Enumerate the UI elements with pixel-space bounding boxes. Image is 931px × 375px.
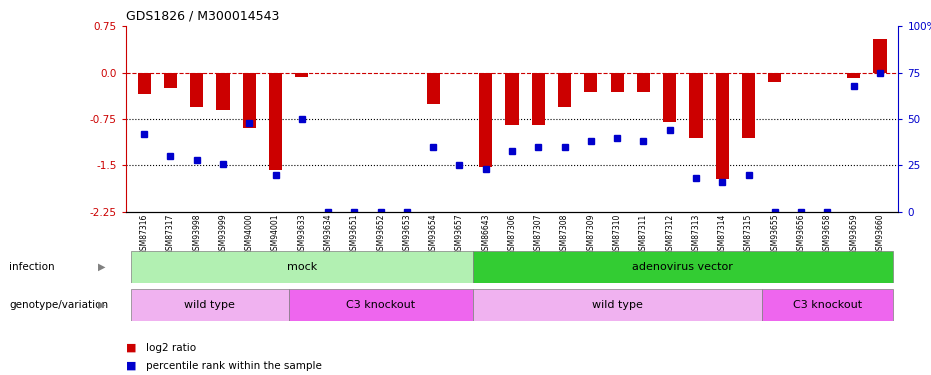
Bar — [506, 73, 519, 125]
Bar — [131, 289, 289, 321]
Bar — [558, 73, 572, 106]
Text: percentile rank within the sample: percentile rank within the sample — [146, 361, 322, 370]
Text: infection: infection — [9, 262, 55, 272]
Bar — [742, 73, 755, 138]
Bar — [637, 73, 650, 93]
Text: C3 knockout: C3 knockout — [346, 300, 415, 310]
Bar — [269, 73, 282, 170]
Bar — [131, 251, 473, 283]
Text: GDS1826 / M300014543: GDS1826 / M300014543 — [126, 9, 279, 22]
Bar — [690, 73, 703, 138]
Bar — [473, 251, 893, 283]
Text: ■: ■ — [126, 343, 136, 353]
Bar — [479, 73, 492, 167]
Bar — [768, 73, 781, 82]
Bar — [611, 73, 624, 93]
Bar — [847, 73, 860, 78]
Text: ▶: ▶ — [98, 262, 105, 272]
Bar — [585, 73, 598, 93]
Text: log2 ratio: log2 ratio — [146, 343, 196, 353]
Bar — [873, 39, 886, 73]
Bar — [473, 289, 762, 321]
Bar — [216, 73, 230, 110]
Text: genotype/variation: genotype/variation — [9, 300, 108, 310]
Text: wild type: wild type — [184, 300, 236, 310]
Bar — [138, 73, 151, 94]
Bar — [164, 73, 177, 88]
Text: wild type: wild type — [592, 300, 642, 310]
Bar — [295, 73, 308, 77]
Text: ▶: ▶ — [98, 300, 105, 310]
Text: C3 knockout: C3 knockout — [793, 300, 862, 310]
Bar — [289, 289, 473, 321]
Bar — [532, 73, 545, 125]
Bar — [663, 73, 676, 122]
Bar — [243, 73, 256, 128]
Text: mock: mock — [287, 262, 317, 272]
Bar — [190, 73, 203, 106]
Bar — [716, 73, 729, 179]
Text: adenovirus vector: adenovirus vector — [632, 262, 734, 272]
Bar — [762, 289, 893, 321]
Bar — [426, 73, 439, 104]
Text: ■: ■ — [126, 361, 136, 370]
